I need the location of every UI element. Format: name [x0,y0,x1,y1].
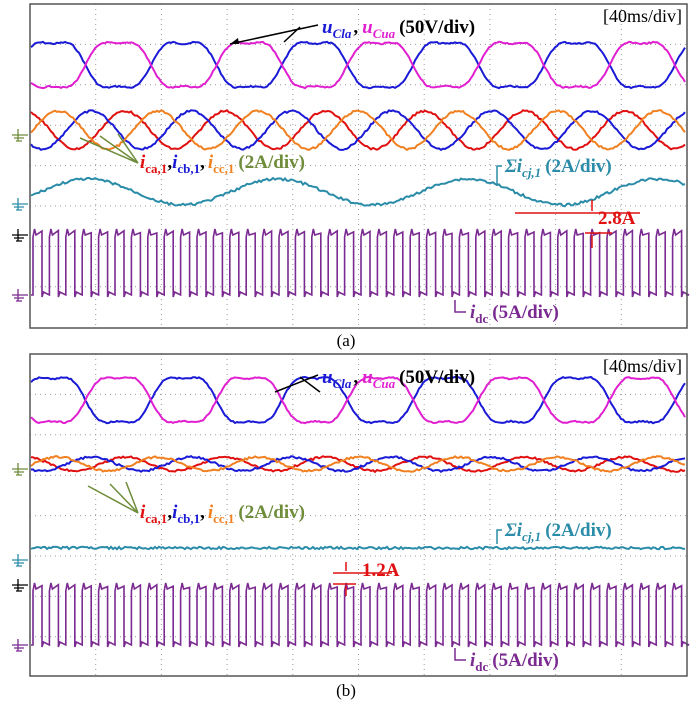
label-arrow [496,529,502,544]
sum-label: Σicj,1 (2A/div) [504,520,612,544]
label-arrow [79,133,139,164]
label-arrow [454,648,466,661]
ground-marker [12,554,28,567]
voltage-trace [30,40,686,90]
ground-marker [12,198,28,211]
voltage-trace [30,375,686,425]
panel: [40ms/div] uCla, uCua (50V/div) ica,1,icb,… [12,3,690,350]
sum-label: Σicj,1 (2A/div) [504,156,612,180]
ripple-label: 1.2A [362,560,400,581]
current-label: ica,1,icb,1, icc,1 (2A/div) [140,152,305,176]
timebase: [40ms/div] [603,356,682,376]
dc-trace [31,582,690,648]
current-trace [30,109,686,152]
dc-label: idc (5A/div) [470,650,559,674]
ripple-marker [333,562,392,596]
sum-trace [30,545,686,551]
dc-label: idc (5A/div) [470,302,559,326]
current-trace [30,455,686,473]
ground-marker [12,463,28,476]
current-label: ica,1,icb,1, icc,1 (2A/div) [140,502,305,526]
ground-marker [12,579,28,592]
grid [30,4,687,326]
panel: [40ms/div] uCla, uCua (50V/div) ica,1,icb,… [12,353,690,700]
voltage-trace [30,375,686,425]
waveforms [30,40,690,298]
voltage-trace [30,40,686,90]
voltage-label: uCla, uCua (50V/div) [322,367,475,391]
ripple-marker [515,200,640,248]
scope-frame [29,353,688,677]
ground-marker [12,289,28,302]
label-arrow [274,374,321,393]
ground-marker [12,229,28,242]
sum-trace [30,176,686,208]
ground-marker [12,639,28,652]
ground-marker [12,129,28,142]
timebase: [40ms/div] [603,6,682,26]
label-arrow [454,300,466,313]
label-arrow [87,481,139,514]
dc-trace [31,228,690,298]
caption: (a) [337,331,356,350]
grid [30,354,687,676]
arrow-head [230,38,239,44]
waveforms [30,375,690,648]
current-trace [31,455,686,474]
voltage-label: uCla, uCua (50V/div) [322,17,475,41]
scope-frame [29,3,688,329]
caption: (b) [336,681,356,700]
label-arrow [496,165,502,186]
ripple-label: 2.8A [598,208,636,229]
current-trace [30,109,686,152]
label-arrow [229,24,319,45]
